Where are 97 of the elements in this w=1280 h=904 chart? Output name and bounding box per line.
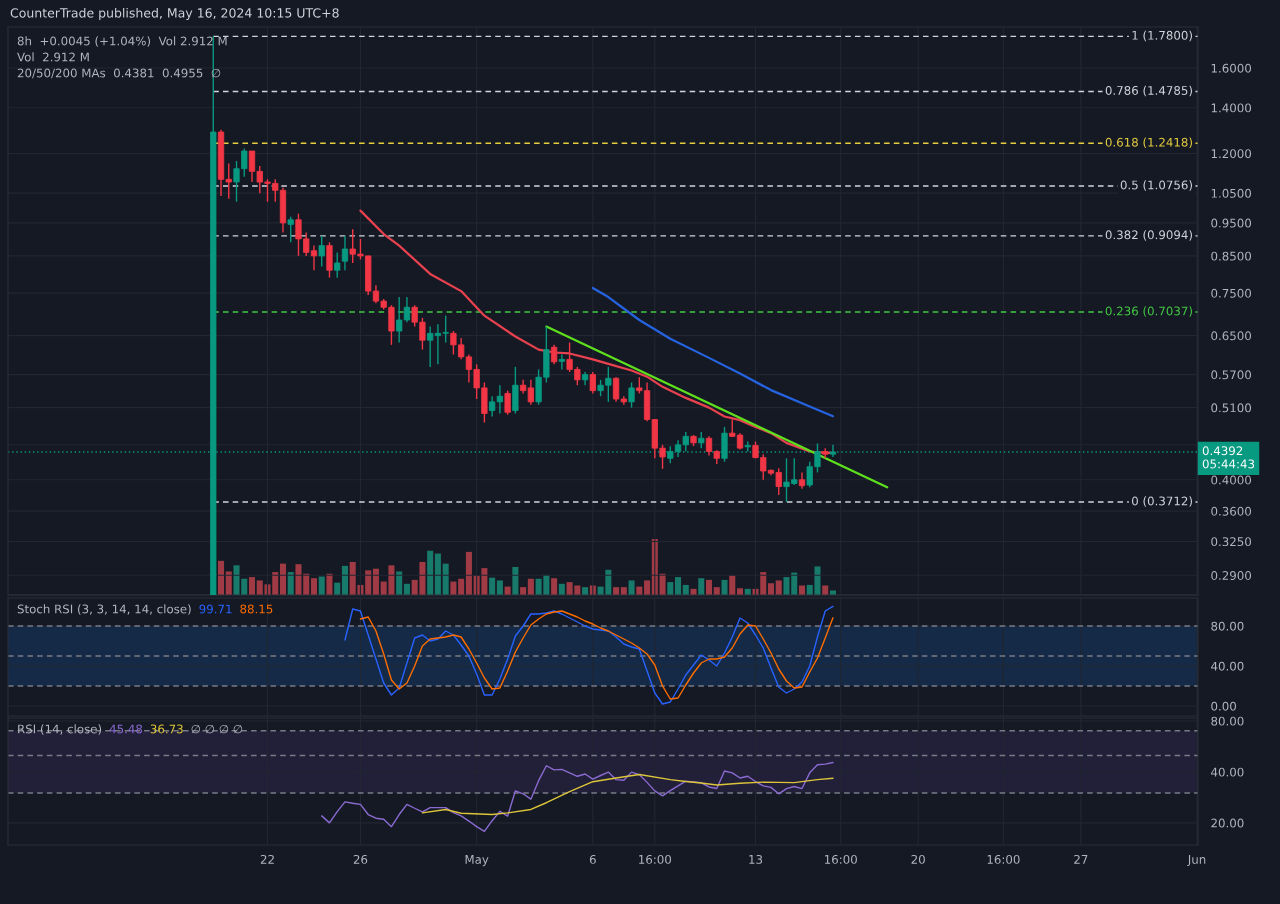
y-tick-label: 1.2000 — [1211, 149, 1252, 159]
y-tick-label: 80.00 — [1211, 621, 1244, 631]
bar — [721, 579, 728, 595]
y-tick-label: 1.6000 — [1211, 63, 1252, 73]
candlestick — [504, 389, 511, 416]
candlestick — [287, 215, 294, 243]
y-tick-label: 40.00 — [1211, 767, 1244, 777]
chart-title: RSI (14, close) — [18, 724, 102, 735]
annotation: 36.73 — [150, 724, 183, 734]
line-series — [421, 773, 834, 816]
ref-line-label: 0.382 (0.9094) — [1105, 230, 1192, 241]
bar — [644, 580, 651, 595]
bar — [372, 568, 379, 595]
bar — [365, 570, 372, 595]
bar — [465, 551, 472, 595]
candlestick — [558, 353, 565, 371]
y-tick-label: 0.5700 — [1211, 370, 1252, 380]
bar — [310, 578, 317, 595]
y-tick-label: 0.8500 — [1211, 251, 1252, 261]
y-tick-label: 40.00 — [1211, 661, 1244, 671]
candlestick — [341, 234, 349, 271]
candlestick — [550, 344, 558, 366]
x-tick-label: 20 — [911, 854, 925, 864]
annotation: 88.15 — [240, 604, 273, 614]
line-series — [591, 286, 835, 418]
x-tick-label: 16:00 — [987, 854, 1020, 864]
bar — [675, 577, 682, 595]
ref-line-label: 0.4392 05:44:43 — [1202, 446, 1255, 469]
bar — [489, 577, 496, 595]
y-tick-label: 0.2900 — [1211, 571, 1252, 580]
bar — [798, 585, 805, 595]
x-tick-label: 13 — [749, 854, 763, 864]
y-tick-label: 1.0500 — [1211, 188, 1252, 198]
bar — [667, 582, 674, 595]
bar — [225, 571, 232, 595]
annotation: Vol 2.912 M — [17, 52, 89, 62]
bar — [698, 578, 705, 595]
ref-line-label: 0.618 (1.2418) — [1105, 137, 1192, 149]
y-tick-label: 1.4000 — [1211, 103, 1252, 113]
ref-line-label: 1 (1.7800) — [1132, 30, 1192, 42]
x-tick-label: 22 — [260, 854, 274, 864]
bar — [248, 577, 256, 595]
bar — [706, 579, 713, 595]
y-tick-label: 0.4000 — [1211, 475, 1252, 485]
bar — [767, 583, 775, 595]
y-tick-label: 20.00 — [1211, 818, 1244, 828]
chart-title: CounterTrade published, May 16, 2024 10:15 UTC+8 — [10, 7, 339, 21]
bar — [527, 578, 534, 595]
candlestick — [334, 251, 341, 279]
x-tick-label: 26 — [353, 854, 368, 864]
y-tick-label: 0.9500 — [1211, 218, 1252, 228]
y-tick-label: 0.5100 — [1211, 403, 1252, 413]
bar — [341, 565, 348, 595]
candlestick — [589, 371, 596, 395]
candlestick — [628, 381, 635, 409]
candlestick — [496, 384, 504, 415]
candlestick — [527, 379, 534, 406]
x-tick-label: 16:00 — [825, 854, 857, 864]
bar — [396, 571, 403, 595]
ref-line-label: 0.5 (1.0756) — [1120, 180, 1192, 191]
candlestick — [489, 395, 496, 418]
line-series — [321, 761, 834, 833]
annotation: 8h +0.0045 (+1.04%) Vol 2.912 M — [17, 36, 227, 47]
bar — [287, 572, 294, 595]
bar — [551, 578, 558, 595]
y-tick-label: 80.00 — [1211, 716, 1244, 726]
bar — [775, 580, 782, 595]
chart-title: Stoch RSI (3, 3, 14, 14, close) — [17, 604, 191, 615]
bar — [496, 580, 503, 595]
ref-line-label: 0 (0.3712) — [1131, 496, 1192, 507]
y-tick-label: 0.3600 — [1211, 506, 1252, 516]
annotation: 99.71 — [199, 604, 232, 614]
y-tick-label: 0.6500 — [1211, 331, 1252, 341]
candlestick — [318, 234, 325, 268]
bar — [434, 553, 441, 595]
bar — [318, 576, 325, 595]
bar — [458, 578, 465, 595]
x-tick-label: Jun — [1187, 855, 1206, 867]
annotation: ∅ ∅ ∅ ∅ — [191, 724, 243, 734]
y-tick-label: 0.7500 — [1211, 288, 1252, 298]
bar — [442, 563, 449, 595]
bar — [628, 580, 635, 595]
annotation: 45.48 — [109, 724, 143, 734]
x-tick-label: 6 — [589, 854, 596, 864]
bar — [512, 567, 519, 595]
ref-line-label: 0.236 (0.7037) — [1105, 306, 1192, 317]
bar — [729, 575, 736, 595]
y-tick-label: 0.3250 — [1211, 537, 1252, 547]
bar — [279, 563, 287, 595]
bar — [218, 560, 225, 595]
ref-line-label: 0.786 (1.4785) — [1105, 85, 1192, 97]
x-tick-label: 16:00 — [639, 854, 672, 864]
y-tick-label: 0.00 — [1211, 701, 1236, 711]
bar — [822, 585, 829, 595]
x-tick-label: 27 — [1074, 854, 1088, 864]
x-tick-label: May — [465, 855, 489, 867]
bar — [427, 550, 434, 595]
